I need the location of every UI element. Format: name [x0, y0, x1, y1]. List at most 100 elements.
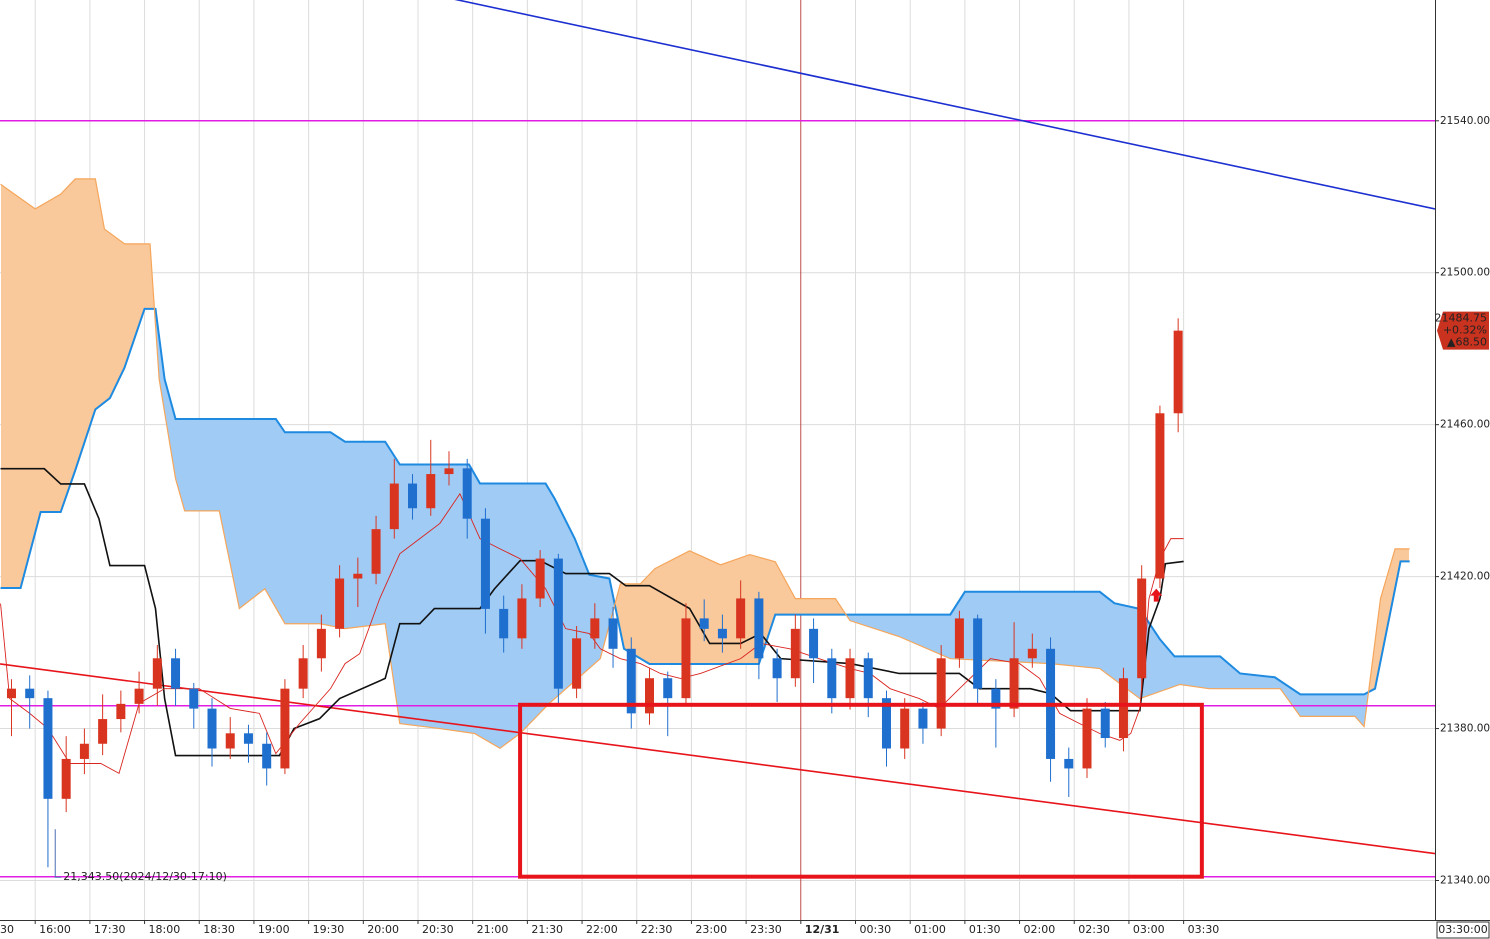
x-tick-label: 00:30: [859, 923, 891, 936]
candle-body: [98, 719, 108, 744]
x-tick-label: 22:30: [641, 923, 673, 936]
x-tick-label: 16:00: [39, 923, 71, 936]
candle-body: [389, 483, 399, 530]
x-tick-label: 03:30: [1188, 923, 1220, 936]
candle-body: [1118, 678, 1128, 739]
cloud-fill: [615, 550, 847, 664]
x-tick-label: 12/31: [805, 923, 840, 936]
candle-body: [316, 628, 326, 659]
candle-body: [499, 608, 509, 639]
x-tick-label: 18:30: [203, 923, 235, 936]
candle-body: [134, 688, 144, 704]
annotation-text: 21,343.50(2024/12/30-17:10): [63, 870, 227, 883]
candle-body: [1100, 708, 1110, 739]
candle-body: [590, 618, 600, 639]
x-tick-label: 19:30: [313, 923, 345, 936]
candle-body: [207, 708, 217, 749]
trendline: [0, 663, 1435, 855]
trendline: [454, 0, 1435, 210]
candle-body: [918, 708, 928, 729]
plot-area: 21,343.50(2024/12/30-17:10): [0, 0, 1435, 883]
candle-body: [863, 658, 873, 699]
candle-body: [1064, 758, 1074, 769]
candle-body: [225, 733, 235, 749]
cloud-fill: [1369, 548, 1409, 692]
x-tick-label: 03:00: [1133, 923, 1165, 936]
candle-body: [845, 658, 855, 699]
candle-body: [335, 578, 345, 629]
x-tick-label: 02:00: [1024, 923, 1056, 936]
candle-body: [1027, 648, 1037, 659]
candle-body: [900, 708, 910, 749]
candle-body: [462, 468, 472, 519]
candle-body: [973, 618, 983, 689]
candle-body: [954, 618, 964, 659]
x-tick-label: 01:00: [914, 923, 946, 936]
candle-body: [754, 598, 764, 659]
candle-body: [262, 743, 272, 769]
x-tick-label: 23:30: [750, 923, 782, 936]
time-badge: [1436, 921, 1490, 939]
y-tick-label: 21540.00: [1440, 115, 1490, 127]
candle-body: [243, 733, 253, 744]
candle-body: [444, 468, 454, 475]
candle-body: [1009, 658, 1019, 709]
x-tick-label: 20:00: [367, 923, 399, 936]
annotation-pointer: [54, 829, 62, 878]
candle-body: [189, 688, 199, 709]
candle-body: [790, 628, 800, 679]
candle-body: [991, 688, 1001, 709]
candle-body: [426, 474, 436, 509]
candle-body: [116, 703, 126, 720]
cloud-span-b: [0, 178, 1410, 750]
candle-body: [61, 758, 71, 799]
y-tick-label: 21500.00: [1440, 267, 1490, 279]
time-badge-text: 03:30:00: [1438, 923, 1487, 936]
candle-body: [298, 658, 308, 689]
cloud-fill: [1, 178, 155, 589]
candle-body: [171, 658, 181, 689]
candle-body: [353, 573, 363, 579]
x-tick-label: 02:30: [1078, 923, 1110, 936]
candle-body: [572, 638, 582, 689]
highlight-box: [518, 702, 1204, 879]
cloud-fill: [155, 308, 615, 749]
candle-body: [1155, 413, 1165, 579]
candle-body: [79, 743, 89, 759]
price-badge: [1437, 311, 1489, 350]
candle-body: [881, 698, 891, 749]
candle-body: [772, 658, 782, 679]
candle-body: [280, 688, 290, 769]
candle-body: [408, 483, 418, 509]
x-tick-label: 17:30: [94, 923, 126, 936]
candle-body: [608, 618, 618, 649]
x-tick-label: 21:00: [477, 923, 509, 936]
candle-body: [699, 618, 709, 629]
price-badge-text: 21484.75: [1435, 312, 1488, 325]
candle-body: [371, 529, 381, 574]
candle-body: [663, 678, 673, 699]
x-tick-label: 20:30: [422, 923, 454, 936]
x-tick-label: 22:00: [586, 923, 618, 936]
x-tick-label: 18:00: [149, 923, 181, 936]
cloud-span-a: [0, 307, 1410, 696]
signal-arrow: [1150, 588, 1163, 602]
candle-body: [736, 598, 746, 639]
candle-body: [681, 618, 691, 699]
candle-body: [480, 518, 490, 609]
y-tick-label: 21460.00: [1440, 419, 1490, 431]
x-tick-label: 01:30: [969, 923, 1001, 936]
price-badge-text: ▲68.50: [1447, 336, 1487, 349]
candle-body: [645, 678, 655, 714]
axes: 21340.00 21380.00 21420.00 21460.00 21500.00…: [0, 115, 1490, 939]
candle-body: [1173, 330, 1183, 414]
candle-body: [717, 628, 727, 639]
candle-body: [6, 688, 16, 699]
candle-body: [152, 658, 162, 689]
candle-body: [827, 658, 837, 699]
candle-body: [517, 598, 527, 639]
candle-body: [936, 658, 946, 729]
candle-body: [535, 558, 545, 599]
